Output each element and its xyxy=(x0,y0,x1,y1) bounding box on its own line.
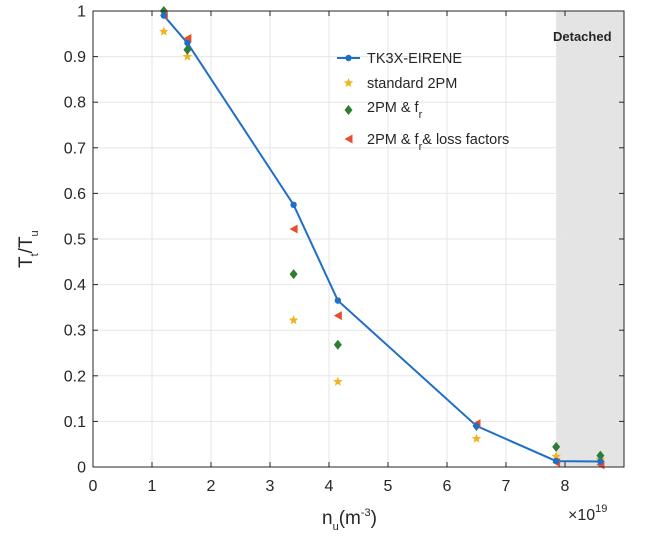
point-2pm-f-r-loss-factors xyxy=(333,311,342,321)
y-tick-label: 0.7 xyxy=(64,140,86,157)
y-tick-label: 1 xyxy=(77,4,86,21)
tick-layer: 0 1 2 3 4 5 6 7 8 0 0.1 0.2 0.3 0.4 0.5 0.6 0.7 0.8 0.9 1 xyxy=(64,4,624,495)
x-tick-label: 3 xyxy=(266,478,275,495)
point-standard-2pm xyxy=(182,51,193,61)
point-standard-2pm xyxy=(471,433,482,443)
x-tick-label: 7 xyxy=(502,478,511,495)
point-2pm-f-r xyxy=(289,269,298,280)
x-tick-label: 4 xyxy=(325,478,334,495)
y-tick-label: 0.2 xyxy=(64,368,86,385)
y-axis-label: Tt/Tu xyxy=(16,230,41,268)
point-2pm-f-r-loss-factors xyxy=(289,224,298,234)
point-standard-2pm xyxy=(288,315,299,325)
point-standard-2pm xyxy=(333,376,343,386)
legend-item-2pm-fr-loss: 2PM & fr& loss factors xyxy=(344,132,509,153)
point-2pm-f-r xyxy=(596,450,605,461)
legend-label: TK3X-EIRENE xyxy=(367,51,462,67)
legend-label: 2PM & fr xyxy=(367,100,423,121)
point-tk3x-eirene xyxy=(290,201,297,208)
legend-diamond-marker xyxy=(344,105,353,115)
point-tk3x-eirene xyxy=(597,458,604,465)
point-tk3x-eirene xyxy=(160,12,167,19)
point-2pm-f-r xyxy=(183,44,192,55)
detached-label: Detached xyxy=(553,29,612,44)
legend-item-2pm-fr: 2PM & fr xyxy=(344,100,423,121)
legend-star-marker xyxy=(343,78,354,88)
legend-item-standard-2pm: standard 2PM xyxy=(343,76,457,92)
legend-label: 2PM & fr& loss factors xyxy=(367,132,509,153)
x-tick-label: 2 xyxy=(207,478,216,495)
x-axis-multiplier: ×1019 xyxy=(568,503,607,524)
point-2pm-f-r xyxy=(552,441,561,452)
y-tick-label: 0.3 xyxy=(64,323,86,340)
legend-circle-marker xyxy=(345,54,352,62)
x-tick-label: 0 xyxy=(89,478,98,495)
point-tk3x-eirene xyxy=(473,422,480,430)
point-tk3x-eirene xyxy=(334,297,342,304)
y-tick-label: 0.4 xyxy=(64,277,86,294)
point-standard-2pm xyxy=(551,451,561,461)
legend-star-shape xyxy=(343,78,354,88)
x-tick-label: 5 xyxy=(384,478,393,495)
x-tick-label: 8 xyxy=(561,478,570,495)
legend-label: standard 2PM xyxy=(367,76,457,92)
y-tick-label: 0.5 xyxy=(64,232,86,249)
point-tk3x-eirene xyxy=(184,39,191,47)
legend-item-tk3x: TK3X-EIRENE xyxy=(337,51,462,67)
x-tick-label: 1 xyxy=(148,478,157,495)
y-tick-label: 0.9 xyxy=(64,49,86,66)
point-tk3x-eirene xyxy=(552,457,560,465)
x-axis-label: nu(m-3) xyxy=(322,507,377,533)
y-tick-label: 0 xyxy=(77,460,86,477)
y-tick-label: 0.1 xyxy=(64,414,86,431)
legend-triangle-marker xyxy=(344,134,353,144)
y-tick-label: 0.6 xyxy=(64,186,86,203)
point-standard-2pm xyxy=(159,26,169,36)
legend: TK3X-EIRENE standard 2PM 2PM & fr 2PM & … xyxy=(337,51,509,153)
grid-layer xyxy=(92,10,624,468)
point-2pm-f-r xyxy=(333,339,342,350)
x-tick-label: 6 xyxy=(443,478,452,495)
y-tick-label: 0.8 xyxy=(64,95,86,112)
